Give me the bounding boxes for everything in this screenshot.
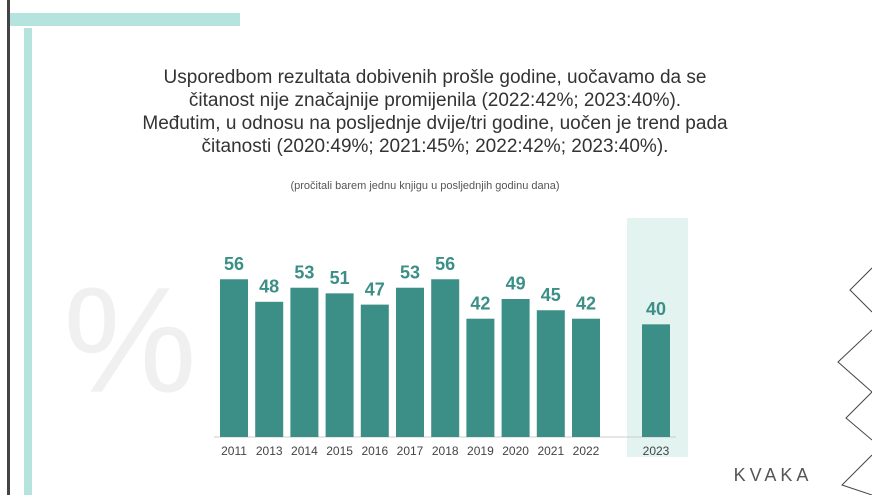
- bar: [361, 305, 389, 437]
- title-line: čitanost nije značajnije promijenila (20…: [189, 90, 681, 111]
- x-tick-label: 2022: [573, 444, 600, 458]
- data-label: 47: [365, 279, 385, 299]
- bar: [396, 288, 424, 437]
- title-line: Usporedbom rezultata dobivenih prošle go…: [164, 67, 707, 88]
- bar: [642, 324, 670, 437]
- bar: [290, 288, 318, 437]
- left-rule: [7, 0, 10, 495]
- x-tick-label: 2013: [256, 444, 283, 458]
- data-label: 51: [330, 268, 350, 288]
- bar: [466, 319, 494, 437]
- data-label: 53: [400, 262, 420, 282]
- slide: % Usporedbom rezultata dobivenih prošle …: [0, 0, 872, 495]
- bar: [537, 310, 565, 437]
- x-tick-label: 2014: [291, 444, 318, 458]
- x-tick-label: 2021: [537, 444, 564, 458]
- x-tick-label: 2018: [432, 444, 459, 458]
- data-label: 56: [435, 254, 455, 274]
- bar: [572, 319, 600, 437]
- bar: [502, 299, 530, 437]
- x-tick-label: 2023: [643, 444, 670, 458]
- bar: [255, 302, 283, 437]
- chart-subtitle: (pročitali barem jednu knjigu u posljedn…: [290, 180, 559, 192]
- title-line: Međutim, u odnosu na posljednje dvije/tr…: [142, 113, 728, 134]
- logo: KVAKA: [734, 465, 813, 485]
- x-tick-label: 2020: [502, 444, 529, 458]
- x-tick-label: 2019: [467, 444, 494, 458]
- top-accent: [10, 13, 240, 26]
- data-label: 56: [224, 254, 244, 274]
- data-label: 42: [576, 293, 596, 313]
- bar: [431, 279, 459, 437]
- data-label: 45: [541, 285, 561, 305]
- x-tick-label: 2011: [221, 444, 247, 458]
- data-label: 42: [470, 293, 490, 313]
- title-line: čitanosti (2020:49%; 2021:45%; 2022:42%;…: [202, 136, 669, 157]
- bar: [326, 293, 354, 437]
- data-label: 53: [294, 262, 314, 282]
- data-label: 48: [259, 277, 279, 297]
- data-label: 40: [646, 299, 666, 319]
- data-label: 49: [506, 274, 526, 294]
- x-tick-label: 2017: [397, 444, 424, 458]
- bar: [220, 279, 248, 437]
- x-tick-label: 2016: [361, 444, 388, 458]
- x-tick-label: 2015: [326, 444, 353, 458]
- side-accent: [24, 28, 32, 495]
- watermark: %: [63, 256, 196, 424]
